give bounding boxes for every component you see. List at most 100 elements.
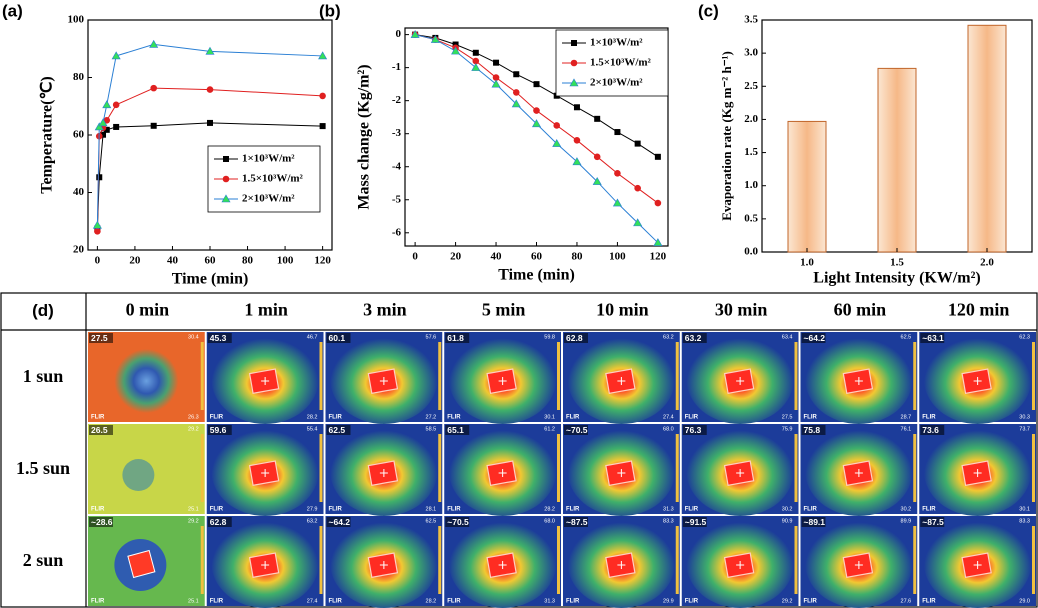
x-tick-label: 2.0 <box>980 257 994 269</box>
scale-min: 27.9 <box>307 506 318 512</box>
crosshair <box>617 469 626 477</box>
panel-label: (c) <box>698 1 719 20</box>
reading-bg <box>326 333 351 343</box>
marker <box>573 104 580 111</box>
thermal-image: ~64.2 62.5 28.7 FLIR <box>800 332 918 424</box>
reading: ~91.5 <box>685 517 707 527</box>
scale-max: 46.7 <box>307 334 318 340</box>
column-header: 10 min <box>596 300 649 320</box>
reading: ~70.5 <box>566 425 588 435</box>
marker <box>654 199 662 207</box>
y-axis-label: Temperature(℃) <box>39 76 56 194</box>
scale-min: 27.2 <box>426 414 437 420</box>
marker <box>100 131 107 138</box>
marker <box>634 184 641 192</box>
marker <box>472 49 479 56</box>
y-tick-label: -5 <box>392 193 402 205</box>
reading-bg <box>445 425 470 435</box>
marker <box>103 126 110 133</box>
x-tick-label: 20 <box>129 255 141 267</box>
scale-bar <box>319 526 323 594</box>
x-axis-label: Light Intensity (KW/m²) <box>813 270 980 287</box>
marker <box>594 115 601 122</box>
reading-bg <box>801 425 826 435</box>
scale-min: 28.7 <box>901 414 912 420</box>
legend-label: 1.5×10³W/m² <box>242 173 304 185</box>
reading: 62.8 <box>566 333 583 343</box>
marker <box>491 79 501 88</box>
brand: FLIR <box>566 507 580 513</box>
marker <box>614 129 621 136</box>
row-header: 1.5 sun <box>16 458 70 478</box>
brand: FLIR <box>804 507 818 513</box>
brand: FLIR <box>210 415 224 421</box>
thermal-image: ~28.6 29.2 25.1 FLIR <box>88 516 205 606</box>
scale-bar <box>675 434 679 502</box>
reading-bg <box>89 517 113 527</box>
thermal-image: 59.6 55.4 27.9 FLIR <box>206 424 324 516</box>
column-header: 60 min <box>834 300 887 320</box>
x-tick-label: 40 <box>167 255 179 267</box>
brand: FLIR <box>685 507 699 513</box>
marker <box>573 137 581 144</box>
reading-bg <box>801 517 826 527</box>
scale-min: 27.5 <box>782 414 793 420</box>
brand: FLIR <box>210 507 224 513</box>
scale-min: 30.3 <box>1019 414 1030 420</box>
scale-max: 62.3 <box>1019 334 1030 340</box>
crosshair <box>973 469 982 477</box>
marker <box>452 41 459 48</box>
x-tick-label: 0 <box>95 255 101 267</box>
scale-bar <box>913 434 917 502</box>
reading: 76.3 <box>685 425 702 435</box>
brand: FLIR <box>329 415 343 421</box>
marker <box>430 34 440 43</box>
crosshair <box>617 377 626 385</box>
thermal-image: ~87.5 83.3 29.0 FLIR <box>919 516 1036 608</box>
marker <box>569 78 579 87</box>
marker <box>319 123 326 130</box>
thermal-image: 26.5 29.2 25.1 FLIR <box>88 424 205 514</box>
scale-min: 25.1 <box>188 598 199 604</box>
marker <box>471 63 481 71</box>
marker <box>94 122 104 131</box>
brand: FLIR <box>685 415 699 421</box>
x-axis-label: Time (min) <box>498 267 575 284</box>
reading-bg <box>682 425 707 435</box>
marker <box>150 84 157 92</box>
y-tick-label: 60 <box>73 129 85 141</box>
marker <box>653 238 663 246</box>
thermal-image: ~64.2 62.5 28.2 FLIR <box>325 516 443 608</box>
panel-label: (d) <box>32 301 54 320</box>
brand: FLIR <box>685 599 699 605</box>
marker <box>472 57 480 65</box>
column-header: 120 min <box>948 300 1010 320</box>
marker <box>319 92 326 100</box>
reading: 61.8 <box>447 333 464 343</box>
marker <box>593 153 601 161</box>
x-tick-label: 1.0 <box>800 257 814 269</box>
marker <box>112 101 120 109</box>
scale-bar <box>675 526 679 594</box>
y-tick-label: -3 <box>392 127 402 139</box>
y-tick-label: 1.0 <box>744 179 758 191</box>
reading: ~87.5 <box>566 517 588 527</box>
crosshair <box>736 377 745 385</box>
reading: ~89.1 <box>804 517 826 527</box>
marker <box>111 51 121 60</box>
marker <box>533 107 540 114</box>
y-tick-label: 1.5 <box>744 146 758 158</box>
scale-bar <box>1032 526 1035 594</box>
scale-max: 73.7 <box>1019 426 1030 432</box>
thermal-image: 62.5 58.5 28.1 FLIR <box>325 424 443 516</box>
brand: FLIR <box>566 599 580 605</box>
scale-min: 25.1 <box>188 506 199 512</box>
reading: ~70.5 <box>447 517 469 527</box>
brand: FLIR <box>804 599 818 605</box>
thermal-image: ~70.5 68.0 31.3 FLIR <box>563 424 680 516</box>
x-tick-label: 120 <box>314 255 331 267</box>
brand: FLIR <box>922 599 936 605</box>
scale-bar <box>200 342 204 410</box>
brand: FLIR <box>91 415 105 421</box>
scale-max: 29.2 <box>188 426 199 432</box>
